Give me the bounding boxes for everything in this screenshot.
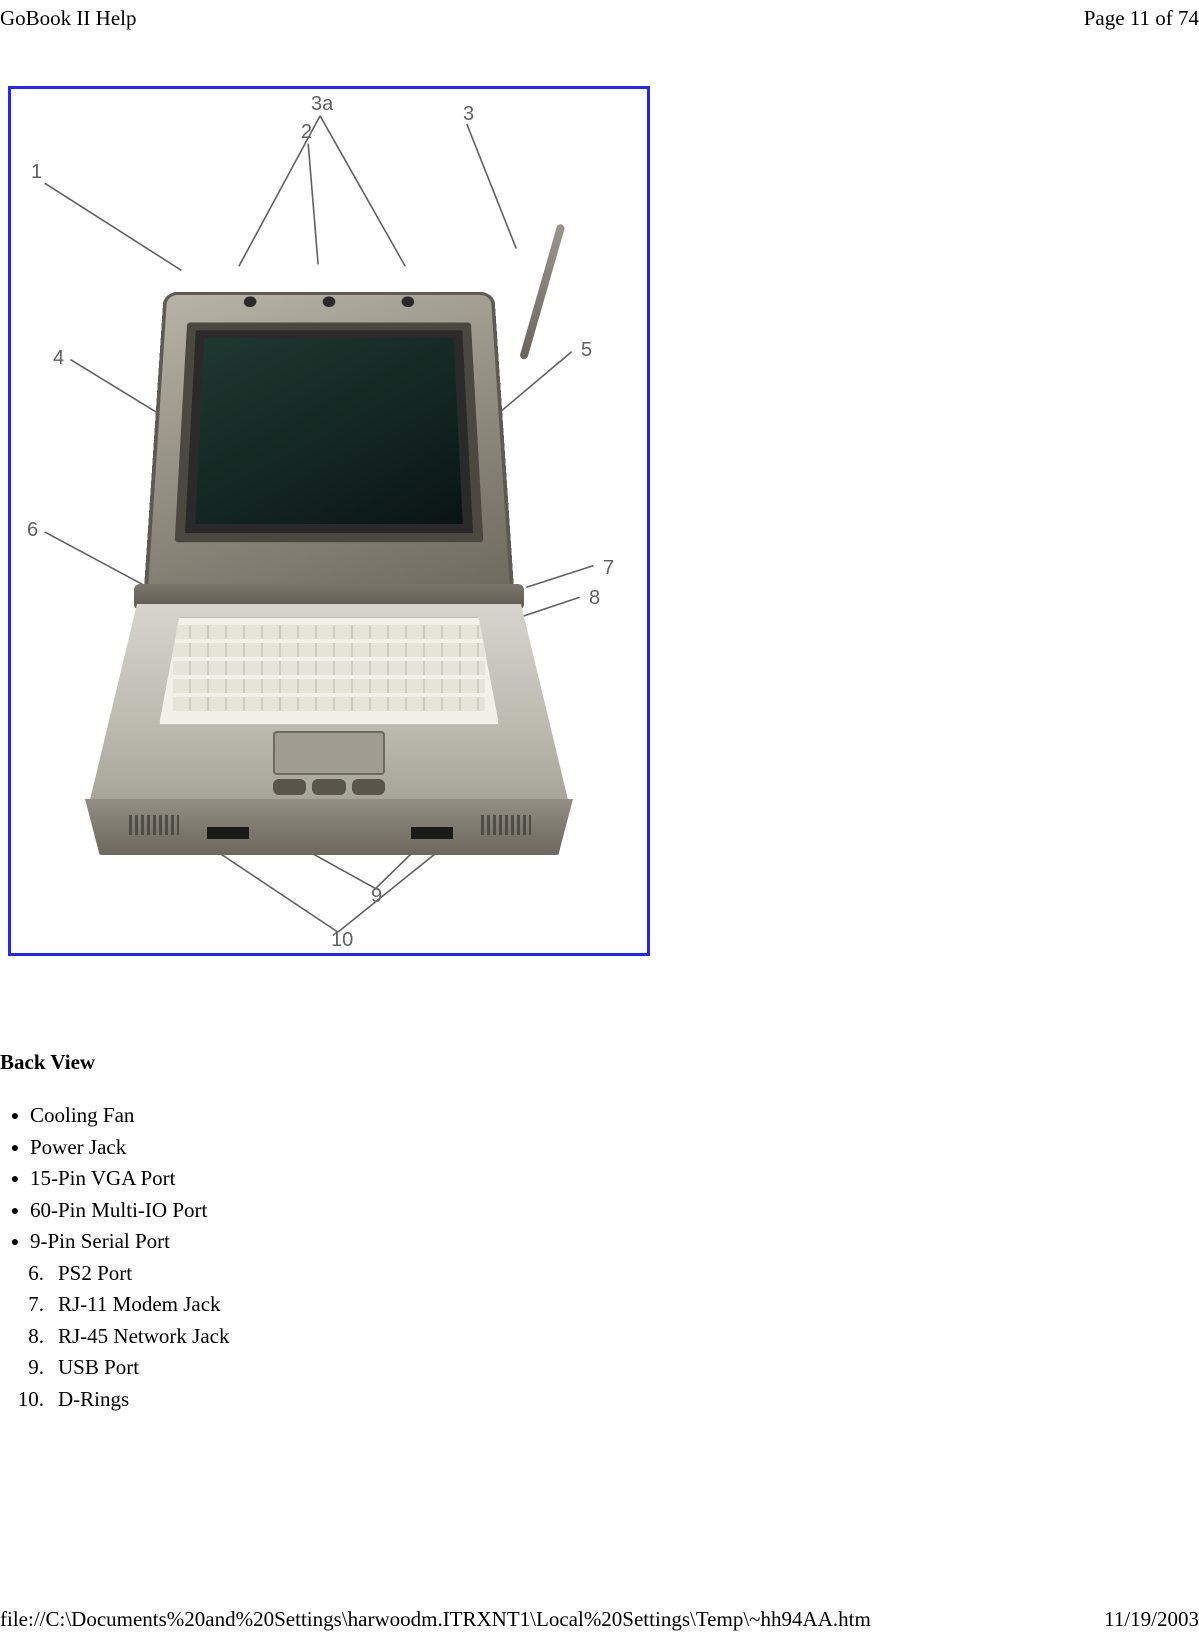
speaker-vent-left bbox=[129, 815, 179, 835]
latch-icon bbox=[244, 296, 257, 307]
list-number: 9. bbox=[0, 1352, 58, 1384]
speaker-vent-right bbox=[481, 815, 531, 835]
list-item: ● 15-Pin VGA Port bbox=[0, 1163, 229, 1195]
list-item: 7. RJ-11 Modem Jack bbox=[0, 1289, 229, 1321]
list-item: ● Power Jack bbox=[0, 1132, 229, 1164]
header-page-number: Page 11 of 74 bbox=[1084, 6, 1199, 31]
callout-10: 10 bbox=[331, 929, 353, 952]
callout-1: 1 bbox=[31, 161, 42, 184]
list-item-label: D-Rings bbox=[58, 1384, 129, 1416]
touchpad-buttons bbox=[273, 779, 385, 795]
bullet-icon: ● bbox=[0, 1106, 30, 1127]
footer-path: file://C:\Documents%20and%20Settings\har… bbox=[0, 1607, 871, 1632]
list-item: ● 60-Pin Multi-IO Port bbox=[0, 1195, 229, 1227]
list-item-label: 9-Pin Serial Port bbox=[30, 1226, 170, 1258]
list-item: ● 9-Pin Serial Port bbox=[0, 1226, 229, 1258]
antenna-icon bbox=[519, 223, 565, 360]
bullet-icon: ● bbox=[0, 1138, 30, 1159]
front-slot-left bbox=[207, 827, 249, 839]
bullet-icon: ● bbox=[0, 1169, 30, 1190]
list-item-label: PS2 Port bbox=[58, 1258, 132, 1290]
list-item: ● Cooling Fan bbox=[0, 1100, 229, 1132]
back-view-list: ● Cooling Fan ● Power Jack ● 15-Pin VGA … bbox=[0, 1100, 229, 1415]
front-slot-right bbox=[411, 827, 453, 839]
screen bbox=[195, 338, 463, 524]
header-title: GoBook II Help bbox=[0, 6, 136, 31]
list-item: 10. D-Rings bbox=[0, 1384, 229, 1416]
bullet-icon: ● bbox=[0, 1201, 30, 1222]
list-item-label: Cooling Fan bbox=[30, 1100, 134, 1132]
list-item: 8. RJ-45 Network Jack bbox=[0, 1321, 229, 1353]
list-number: 8. bbox=[0, 1321, 58, 1353]
list-item-label: 15-Pin VGA Port bbox=[30, 1163, 175, 1195]
bullet-icon: ● bbox=[0, 1232, 30, 1253]
keyboard bbox=[159, 617, 499, 725]
list-item-label: RJ-45 Network Jack bbox=[58, 1321, 229, 1353]
callout-6: 6 bbox=[27, 519, 38, 542]
touchpad bbox=[273, 731, 385, 775]
callout-7: 7 bbox=[603, 557, 614, 580]
callout-3a: 3a bbox=[311, 93, 333, 116]
list-item-label: 60-Pin Multi-IO Port bbox=[30, 1195, 207, 1227]
section-heading: Back View bbox=[0, 1050, 95, 1075]
latch-icon bbox=[323, 296, 336, 307]
page: GoBook II Help Page 11 of 74 1 2 3a 3 4 … bbox=[0, 0, 1199, 1642]
callout-3: 3 bbox=[463, 103, 474, 126]
laptop-lid bbox=[144, 292, 514, 589]
footer-date: 11/19/2003 bbox=[1104, 1607, 1199, 1632]
list-number: 10. bbox=[0, 1384, 58, 1416]
list-item-label: RJ-11 Modem Jack bbox=[58, 1289, 221, 1321]
callout-4: 4 bbox=[53, 347, 64, 370]
list-number: 7. bbox=[0, 1289, 58, 1321]
front-view-figure: 1 2 3a 3 4 5 6 7 8 9 10 bbox=[8, 86, 650, 956]
callout-2: 2 bbox=[301, 121, 312, 144]
callout-8: 8 bbox=[589, 587, 600, 610]
list-item: 6. PS2 Port bbox=[0, 1258, 229, 1290]
latch-icon bbox=[401, 296, 414, 307]
list-number: 6. bbox=[0, 1258, 58, 1290]
list-item-label: Power Jack bbox=[30, 1132, 126, 1164]
laptop-illustration bbox=[89, 379, 569, 899]
list-item-label: USB Port bbox=[58, 1352, 139, 1384]
list-item: 9. USB Port bbox=[0, 1352, 229, 1384]
callout-5: 5 bbox=[581, 339, 592, 362]
